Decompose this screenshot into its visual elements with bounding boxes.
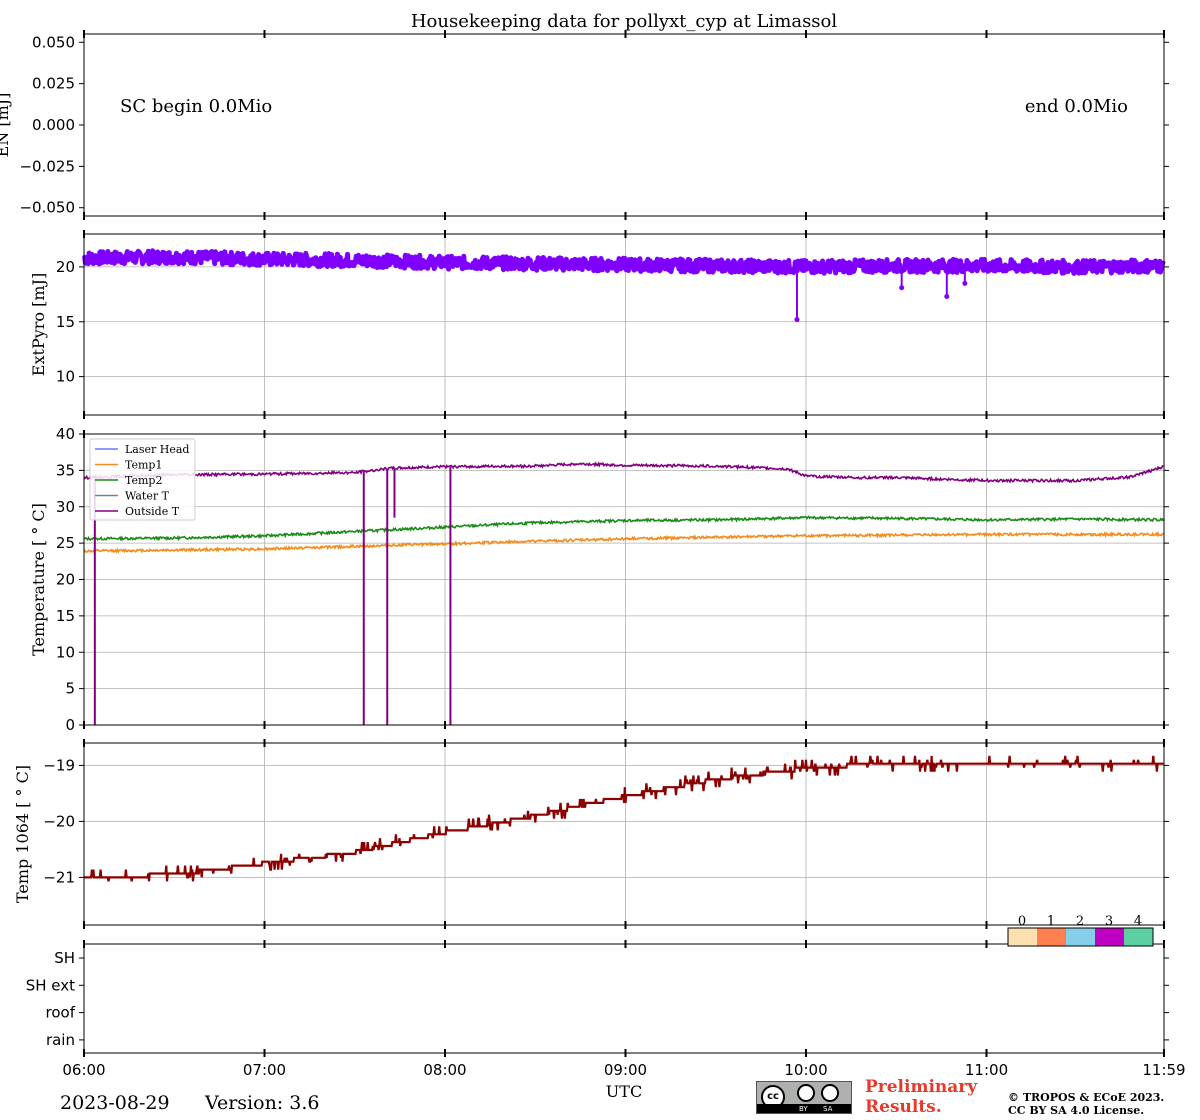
xtick-label: 09:00 [604,1061,647,1079]
legend-label: Laser Head [125,443,189,456]
colorbar-label: 4 [1134,914,1142,929]
ylabel-temps: Temperature [ ° C] [29,503,48,656]
ytick-label: 15 [56,313,75,331]
xtick-label: 10:00 [784,1061,827,1079]
xtick-label: 08:00 [423,1061,466,1079]
extpyro-series [81,248,1166,276]
xtick-label: 11:00 [965,1061,1008,1079]
sc-begin-annotation: SC begin 0.0Mio [120,96,272,117]
by-attribution-icon [797,1084,815,1102]
temperature-legend: Laser Head Temp1 Temp2 Water T Outside T [89,438,196,521]
xtick-label: 06:00 [62,1061,105,1079]
panel-frame-energy [83,33,1165,217]
ytick-label: 10 [56,368,75,386]
status-row-label: SH [54,949,75,967]
legend-label: Temp1 [125,459,162,472]
preliminary-results-note: Preliminary Results. [865,1077,978,1117]
series-temp2 [83,515,1165,542]
copyright-note: © TROPOS & ECoE 2023. CC BY SA 4.0 Licen… [1008,1091,1164,1117]
series-temp1 [83,530,1164,554]
ylabel-extpyro: ExtPyro [mJ] [29,273,48,376]
xtick-label: 11:59 [1142,1061,1185,1079]
panel-frame-extpyro [83,233,1165,416]
badge-by-label: BY [799,1105,808,1113]
copyright-line-1: © TROPOS & ECoE 2023. [1008,1091,1165,1104]
ytick-label: 0 [65,716,75,734]
ylabel-temp1064: Temp 1064 [ ° C] [13,765,32,903]
badge-sa-label: SA [823,1105,833,1113]
footer-date: 2023-08-29 [60,1092,170,1114]
legend-label: Water T [125,490,170,503]
ytick-label: −21 [43,868,75,886]
ylabel-energy: EN [mJ] [0,93,12,158]
xtick-label: 07:00 [243,1061,286,1079]
cc-license-badge: cc BY SA [756,1081,852,1114]
ytick-label: −19 [43,756,75,774]
colorbar-frame [1007,927,1154,947]
colorbar-cell [1066,928,1095,946]
colorbar-label: 3 [1105,914,1113,929]
legend-frame [89,438,196,521]
status-row-label: rain [46,1031,75,1049]
copyright-line-2: CC BY SA 4.0 License. [1008,1104,1145,1117]
legend-label: Temp2 [125,474,162,487]
ytick-label: −0.050 [19,199,75,217]
ytick-label: −20 [43,812,75,830]
panel-frame-status [83,943,1165,1054]
footer-version: Version: 3.6 [205,1092,320,1114]
ytick-label: 20 [56,571,75,589]
ytick-label: 10 [56,643,75,661]
ytick-label: 0.050 [32,33,75,51]
badge-strip [757,1104,851,1113]
series-outside-t [83,461,1164,484]
ytick-label: 25 [56,534,75,552]
colorbar-cell [1037,928,1066,946]
ytick-label: 40 [56,425,75,443]
extpyro-drop-point [944,294,950,300]
extpyro-drop-point [899,285,905,291]
colorbar-label: 1 [1047,914,1055,929]
ytick-label: 0.000 [32,116,75,134]
status-row-label: SH ext [26,976,75,994]
legend-label: Outside T [125,505,180,518]
colorbar-cell [1095,928,1124,946]
temp1064-series [84,755,1164,882]
ytick-label: −0.025 [19,157,75,175]
extpyro-drop-point [962,280,968,286]
colorbar-cell [1008,928,1037,946]
status-row-label: roof [46,1004,76,1022]
ytick-label: 0.025 [32,75,75,93]
colorbar-label: 2 [1076,914,1084,929]
ytick-label: 30 [56,498,75,516]
ytick-label: 15 [56,607,75,625]
share-alike-icon [821,1084,839,1102]
xaxis-label: UTC [606,1082,642,1101]
ytick-label: 5 [65,680,75,698]
panel-frame-temp1064 [83,742,1165,926]
sc-end-annotation: end 0.0Mio [1025,96,1128,117]
colorbar-label: 0 [1018,914,1026,929]
ytick-label: 35 [56,461,75,479]
ytick-label: 20 [56,258,75,276]
extpyro-drop-point [794,317,800,323]
colorbar-cell [1124,928,1153,946]
chart-title: Housekeeping data for pollyxt_cyp at Lim… [411,11,838,32]
